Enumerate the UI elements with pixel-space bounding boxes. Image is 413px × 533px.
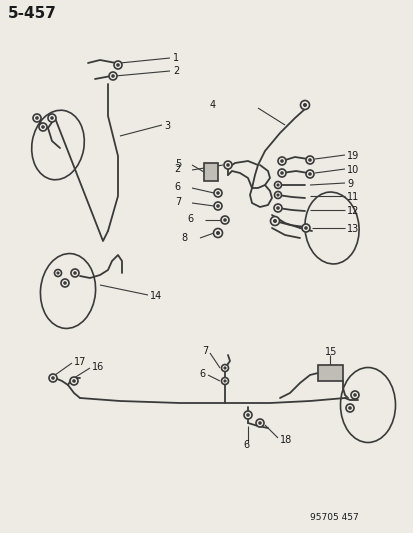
Text: 6: 6	[199, 369, 206, 379]
Text: 15: 15	[324, 347, 337, 357]
Text: 13: 13	[346, 224, 358, 234]
Text: 8: 8	[181, 233, 188, 243]
Circle shape	[216, 204, 219, 208]
Text: 95705 457: 95705 457	[309, 513, 358, 521]
Text: 6: 6	[174, 182, 180, 192]
Circle shape	[51, 376, 55, 380]
Circle shape	[116, 63, 119, 67]
Circle shape	[50, 116, 54, 120]
Circle shape	[345, 404, 353, 412]
Circle shape	[41, 125, 45, 129]
Circle shape	[223, 161, 231, 169]
Circle shape	[277, 157, 285, 165]
Text: 17: 17	[74, 357, 86, 367]
Circle shape	[49, 374, 57, 382]
Circle shape	[39, 123, 47, 131]
Text: 3: 3	[164, 121, 170, 131]
Text: 7: 7	[201, 346, 207, 356]
Text: 10: 10	[346, 165, 358, 175]
Text: 11: 11	[346, 192, 358, 202]
Circle shape	[73, 271, 77, 275]
Circle shape	[214, 202, 221, 210]
Text: 5: 5	[174, 159, 180, 169]
Circle shape	[307, 158, 311, 162]
Circle shape	[223, 218, 226, 222]
Circle shape	[55, 270, 62, 277]
Circle shape	[305, 170, 313, 178]
Text: 5-457: 5-457	[8, 5, 57, 20]
Circle shape	[305, 156, 313, 164]
Circle shape	[71, 269, 79, 277]
Text: 16: 16	[92, 362, 104, 372]
Text: 7: 7	[174, 197, 180, 207]
Text: 6: 6	[242, 440, 249, 450]
Circle shape	[258, 421, 261, 425]
Text: 12: 12	[346, 206, 358, 216]
Circle shape	[307, 172, 311, 176]
Circle shape	[35, 116, 39, 120]
Circle shape	[270, 216, 279, 225]
Text: 2: 2	[174, 164, 180, 174]
Circle shape	[221, 365, 228, 372]
Circle shape	[274, 182, 281, 189]
Circle shape	[70, 377, 78, 385]
Text: 6: 6	[188, 214, 194, 224]
Circle shape	[274, 191, 281, 198]
Circle shape	[300, 101, 309, 109]
Circle shape	[280, 159, 283, 163]
Circle shape	[276, 193, 279, 197]
Circle shape	[301, 224, 309, 232]
Circle shape	[275, 206, 279, 210]
Bar	[204, 163, 218, 181]
Circle shape	[214, 189, 221, 197]
Circle shape	[352, 393, 356, 397]
Circle shape	[223, 366, 226, 369]
Circle shape	[33, 114, 41, 122]
Circle shape	[221, 216, 228, 224]
Circle shape	[280, 171, 283, 175]
Circle shape	[48, 114, 56, 122]
Circle shape	[246, 413, 249, 417]
Circle shape	[109, 72, 117, 80]
Circle shape	[114, 61, 122, 69]
Text: 9: 9	[346, 179, 352, 189]
Circle shape	[72, 379, 76, 383]
Circle shape	[111, 74, 114, 78]
Circle shape	[56, 271, 59, 274]
Text: 18: 18	[279, 435, 292, 445]
Circle shape	[225, 163, 229, 167]
Text: 1: 1	[173, 53, 179, 63]
Text: 19: 19	[346, 151, 358, 161]
Circle shape	[255, 419, 263, 427]
Circle shape	[273, 204, 281, 212]
Text: 14: 14	[150, 291, 162, 301]
Circle shape	[213, 229, 222, 238]
Circle shape	[223, 379, 226, 383]
Circle shape	[304, 226, 307, 230]
Circle shape	[272, 219, 276, 223]
Circle shape	[61, 279, 69, 287]
Circle shape	[216, 231, 219, 235]
Circle shape	[216, 191, 219, 195]
Circle shape	[277, 169, 285, 177]
Text: 4: 4	[209, 100, 216, 110]
Circle shape	[243, 411, 252, 419]
Circle shape	[276, 183, 279, 187]
Circle shape	[302, 103, 306, 107]
Circle shape	[347, 406, 351, 410]
Circle shape	[350, 391, 358, 399]
Circle shape	[221, 377, 228, 384]
Text: 2: 2	[173, 66, 179, 76]
Bar	[317, 365, 342, 381]
Circle shape	[63, 281, 66, 285]
